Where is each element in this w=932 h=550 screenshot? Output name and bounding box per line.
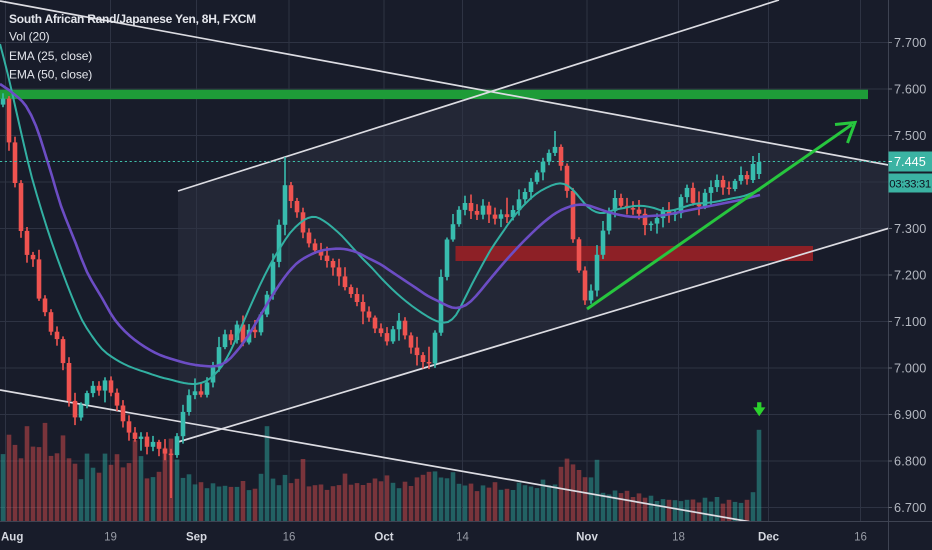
svg-text:7.600: 7.600 <box>894 82 927 96</box>
svg-text:03:33:31: 03:33:31 <box>889 178 931 190</box>
svg-text:EMA (25, close): EMA (25, close) <box>9 49 92 63</box>
svg-text:6.700: 6.700 <box>894 501 927 515</box>
svg-text:Dec: Dec <box>758 532 780 544</box>
svg-text:16: 16 <box>283 532 296 544</box>
svg-text:16: 16 <box>854 532 867 544</box>
svg-text:7.300: 7.300 <box>894 222 927 236</box>
svg-text:7.500: 7.500 <box>894 129 927 143</box>
svg-text:Oct: Oct <box>374 532 393 544</box>
svg-text:Nov: Nov <box>576 532 598 544</box>
svg-text:7.100: 7.100 <box>894 315 927 329</box>
svg-text:19: 19 <box>104 532 117 544</box>
svg-text:18: 18 <box>672 532 685 544</box>
svg-text:Vol (20): Vol (20) <box>9 30 50 44</box>
svg-text:14: 14 <box>456 532 469 544</box>
svg-text:South African Rand/Japanese Ye: South African Rand/Japanese Yen, 8H, FXC… <box>9 12 256 26</box>
svg-text:EMA (50, close): EMA (50, close) <box>9 67 92 81</box>
svg-text:7.445: 7.445 <box>894 155 926 169</box>
svg-text:6.900: 6.900 <box>894 408 927 422</box>
svg-text:Aug: Aug <box>1 532 23 544</box>
svg-text:Sep: Sep <box>186 532 207 544</box>
svg-text:7.000: 7.000 <box>894 361 927 375</box>
svg-text:7.700: 7.700 <box>894 36 927 50</box>
svg-text:6.800: 6.800 <box>894 454 927 468</box>
svg-text:7.200: 7.200 <box>894 268 927 282</box>
